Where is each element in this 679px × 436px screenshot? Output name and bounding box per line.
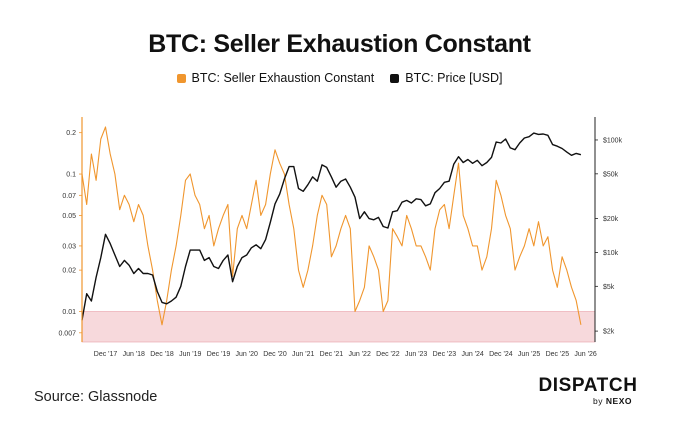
x-tick-label: Jun '24 (461, 351, 483, 358)
x-tick-label: Dec '18 (150, 351, 174, 358)
brand-company: NEXO (605, 396, 632, 406)
chart-plot: 0.2 0.1 0.07 0.05 0.03 0.02 0.01 0.007 $100k $50k… (58, 117, 623, 358)
brand-by: by (593, 396, 604, 406)
x-tick-label: Jun '26 (574, 351, 596, 358)
right-tick-label: $20k (603, 216, 619, 223)
dispatch-logo: DISPATCH by NEXO (532, 375, 644, 407)
legend-item-price[interactable]: BTC: Price [USD] (390, 71, 502, 85)
x-tick-label: Jun '23 (405, 351, 427, 358)
left-tick-label: 0.007 (58, 330, 76, 337)
x-tick-label: Dec '22 (376, 351, 400, 358)
sec-line (81, 126, 582, 326)
left-tick-label: 0.05 (62, 213, 76, 220)
x-tick-label: Jun '20 (236, 351, 258, 358)
x-tick-label: Jun '19 (179, 351, 201, 358)
left-tick-label: 0.07 (62, 193, 76, 200)
left-tick-label: 0.01 (62, 309, 76, 316)
x-tick-label: Dec '24 (489, 351, 513, 358)
right-tick-label: $100k (603, 137, 623, 144)
right-tick-label: $2k (603, 329, 615, 336)
legend-label-sec: BTC: Seller Exhaustion Constant (191, 71, 375, 85)
brand-name: DISPATCH (538, 375, 638, 396)
x-tick-label: Jun '18 (123, 351, 145, 358)
brand-sub: by NEXO (532, 396, 644, 406)
legend-swatch-sec (176, 73, 186, 83)
x-tick-label: Jun '25 (518, 351, 540, 358)
chart-title: BTC: Seller Exhaustion Constant (148, 30, 531, 58)
left-tick-label: 0.2 (66, 130, 76, 137)
right-tick-label: $10k (603, 250, 619, 257)
left-tick-label: 0.02 (62, 268, 76, 275)
x-tick-label: Dec '21 (320, 351, 344, 358)
x-tick-label: Dec '25 (546, 351, 570, 358)
exhaustion-zone (81, 311, 596, 343)
source-note: Source: Glassnode (34, 389, 158, 405)
right-tick-label: $50k (603, 171, 619, 178)
x-tick-label: Dec '19 (207, 351, 231, 358)
x-tick-label: Dec '20 (263, 351, 287, 358)
price-line (81, 132, 582, 321)
left-tick-label: 0.03 (62, 243, 76, 250)
x-tick-label: Jun '21 (292, 351, 314, 358)
x-tick-label: Dec '23 (433, 351, 457, 358)
legend: BTC: Seller Exhaustion Constant BTC: Pri… (0, 71, 679, 85)
right-tick-label: $5k (603, 284, 615, 291)
left-tick-label: 0.1 (66, 172, 76, 179)
x-tick-label: Jun '22 (348, 351, 370, 358)
x-tick-label: Dec '17 (94, 351, 118, 358)
legend-item-sec[interactable]: BTC: Seller Exhaustion Constant (176, 71, 375, 85)
legend-label-price: BTC: Price [USD] (405, 71, 503, 85)
legend-swatch-price (390, 73, 400, 83)
